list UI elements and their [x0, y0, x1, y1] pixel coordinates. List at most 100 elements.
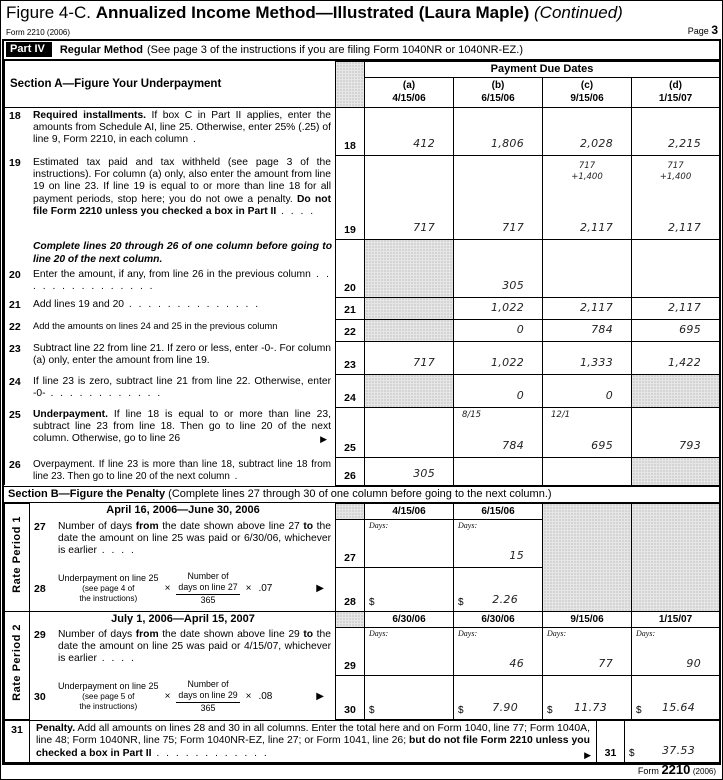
- line-20-value-b: 305: [453, 238, 543, 298]
- rp1-shaded-c: [542, 502, 632, 612]
- dollar-sign: $: [547, 704, 553, 716]
- handwritten-annotation: 717 +1,400: [633, 160, 719, 183]
- complete-lines-note: Complete lines 20 through 26 of one colu…: [33, 241, 332, 265]
- rp1-shaded-d: [631, 502, 720, 612]
- line-26-number-cell: 26: [335, 456, 365, 486]
- line-29-dots: . . . .: [96, 653, 136, 665]
- value: 1,806: [491, 136, 524, 150]
- line-31-table: 31 Penalty. Add all amounts on lines 28 …: [4, 719, 720, 763]
- payment-due-dates-header: Payment Due Dates: [363, 60, 721, 78]
- rp2-number-column-shaded: [335, 610, 365, 628]
- value: 2,215: [668, 136, 702, 150]
- multiply-icon: ×: [164, 691, 171, 703]
- dollar-sign: $: [629, 747, 635, 759]
- line-28-formula-left: Underpayment on line 25 (see page 4 of the…: [58, 573, 159, 605]
- line-29-number-cell: 29: [335, 626, 365, 676]
- line-18-value-a: 412: [364, 106, 454, 156]
- value: 717: [413, 355, 435, 369]
- line-21-value-d: 2,117: [630, 296, 721, 320]
- days-label: Days:: [369, 628, 389, 638]
- line-28-number: 28: [34, 582, 46, 595]
- handwritten-annotation: 717 +1,400: [544, 161, 631, 183]
- line-30-formula-left: Underpayment on line 25 (see page 5 of the…: [58, 681, 159, 713]
- annotation-line: +1,400: [571, 171, 603, 182]
- rp1-number-column-shaded: [335, 502, 365, 520]
- line-24-description: 24 If line 23 is zero, subtract line 21 f…: [4, 374, 336, 408]
- dollar-sign: $: [369, 596, 375, 608]
- line-19-dots: . . . .: [276, 205, 316, 217]
- annotation-line: 717: [667, 160, 684, 171]
- column-c-header: (c) 9/15/06: [542, 76, 632, 108]
- section-b-note: (Complete lines 27 through 30 of one col…: [165, 487, 552, 500]
- days-label: Days:: [458, 628, 478, 638]
- line-18-number-cell: 18: [335, 106, 365, 156]
- line-20-number: 20: [9, 268, 21, 281]
- value: 0: [516, 388, 524, 402]
- value: 305: [502, 278, 524, 292]
- rp2-date-a: 6/30/06: [364, 610, 454, 628]
- line-30-value-c: $11.73: [542, 674, 632, 720]
- line-20-number-cell: 20: [335, 238, 365, 298]
- row-26: 26 Overpayment. If line 23 is more than l…: [4, 456, 721, 486]
- footer-form-word: Form: [637, 766, 659, 776]
- value: 1,333: [580, 355, 613, 369]
- row-22: 22 Add the amounts on lines 24 and 25 in …: [4, 318, 721, 342]
- rate-period-label-text: Rate Period 1: [11, 516, 23, 594]
- rate-period-1-dates-row: Rate Period 1 April 16, 2006—June 30, 20…: [4, 502, 720, 612]
- line-23-value-c: 1,333: [542, 340, 632, 375]
- section-a-title: Section A—Figure Your Underpayment: [4, 61, 336, 108]
- line-26-value-b: [453, 456, 543, 486]
- rate-period-1-heading: April 16, 2006—June 30, 2006: [29, 503, 336, 520]
- line-29-value-a: Days:: [364, 626, 454, 676]
- line-19-value-b: 717: [453, 154, 543, 240]
- days-label: Days:: [547, 628, 567, 638]
- line-18-value-b: 1,806: [453, 106, 543, 156]
- value: 15: [509, 548, 524, 562]
- value: 37.53: [662, 743, 695, 757]
- value: 412: [413, 136, 435, 150]
- line-29-text: the date the amount on line 25 was paid …: [58, 629, 331, 665]
- line-22-shaded-a: [364, 318, 454, 342]
- line-25-value-c: 12/1 695: [542, 406, 632, 458]
- line-21-dots: . . . . . . . . . . . . . .: [124, 299, 261, 311]
- formula-text: (see page 4 of: [82, 584, 135, 594]
- line-23-text: Subtract line 22 from line 21. If zero o…: [33, 343, 331, 367]
- line-30-value-a: $: [364, 674, 454, 720]
- footer-form-id: Form 2210 (2006): [638, 762, 716, 777]
- line-21-description: 21 Add lines 19 and 20 . . . . . . . . . …: [4, 297, 336, 320]
- form-id: Form 2210 (2006): [6, 27, 71, 37]
- line-27-bold: from: [135, 521, 159, 533]
- value: 793: [679, 438, 702, 452]
- footer-form-year: (2006): [692, 767, 716, 776]
- line-25-bold: Underpayment.: [33, 409, 108, 421]
- line-30-value-d: $15.64: [631, 674, 720, 720]
- fraction-label: Number of: [187, 571, 229, 582]
- value: 0: [605, 388, 613, 402]
- formula-text: the instructions): [79, 594, 138, 604]
- part-iv-badge: Part IV: [6, 42, 52, 58]
- value: 2,117: [668, 220, 702, 234]
- value: 2,117: [668, 300, 702, 314]
- row-28: 28 Underpayment on line 25 (see page 4 of t…: [5, 566, 720, 612]
- row-27: 27 Number of days from the date shown abo…: [5, 518, 720, 568]
- line-22-text: Add the amounts on lines 24 and 25 in th…: [33, 321, 278, 332]
- multiply-icon: ×: [245, 691, 252, 703]
- rp2-date-d: 1/15/07: [631, 610, 720, 628]
- line-18-value-d: 2,215: [630, 106, 721, 156]
- days-label: Days:: [369, 520, 389, 530]
- line-21-shaded-a: [364, 296, 454, 320]
- line-24-value-c: 0: [542, 373, 632, 408]
- line-19-bold: Do not file Form 2210 unless you checked…: [33, 193, 331, 217]
- line-31-text: Add all amounts on lines 28 and 30 in al…: [36, 722, 590, 747]
- line-26-value-a: 305: [364, 456, 454, 486]
- value: 2,117: [580, 300, 613, 314]
- formula-text: (see page 5 of: [82, 692, 135, 702]
- line-21-value-c: 2,117: [542, 296, 632, 320]
- line-28-description: 28 Underpayment on line 25 (see page 4 of t…: [29, 567, 336, 612]
- line-29-value-c: Days: 77: [542, 626, 632, 676]
- value: 695: [679, 322, 702, 336]
- line-20-description: Complete lines 20 through 26 of one colu…: [4, 239, 336, 298]
- line-30-number: 30: [34, 690, 46, 703]
- footer-form-number: 2210: [661, 762, 691, 777]
